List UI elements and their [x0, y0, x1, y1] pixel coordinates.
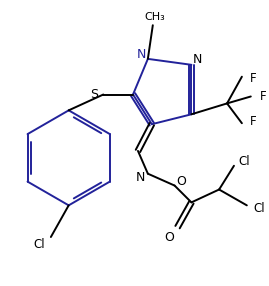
- Text: S: S: [90, 88, 98, 101]
- Text: O: O: [165, 231, 175, 243]
- Text: N: N: [137, 48, 147, 61]
- Text: Cl: Cl: [238, 155, 250, 168]
- Text: Cl: Cl: [33, 239, 45, 251]
- Text: O: O: [176, 175, 186, 188]
- Text: CH₃: CH₃: [144, 12, 165, 22]
- Text: N: N: [193, 53, 202, 66]
- Text: N: N: [136, 171, 146, 184]
- Text: F: F: [260, 90, 267, 103]
- Text: F: F: [249, 115, 256, 128]
- Text: Cl: Cl: [253, 202, 264, 215]
- Text: F: F: [249, 72, 256, 85]
